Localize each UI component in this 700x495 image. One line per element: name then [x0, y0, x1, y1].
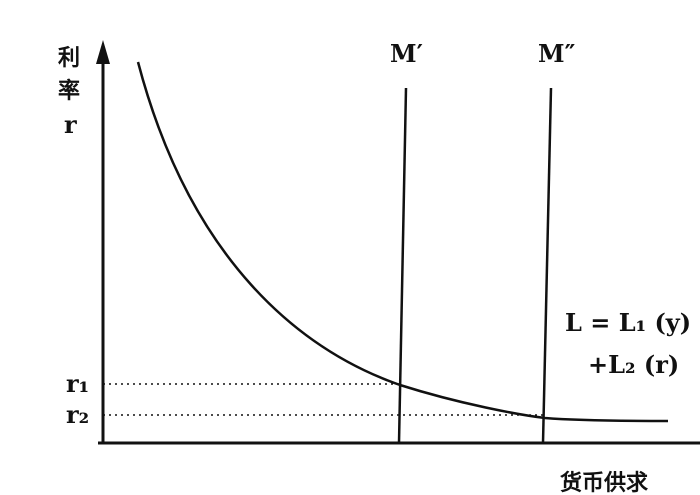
- rate-label-r1: r₁: [66, 369, 89, 398]
- money-supply-line-m2: [541, 87, 553, 444]
- demand-equation-line1: L = L₁ (y): [565, 308, 691, 337]
- money-supply-label-m2: M″: [538, 39, 576, 68]
- y-axis-label-line1: 利: [58, 45, 80, 71]
- y-axis-arrow-icon: [96, 40, 110, 64]
- money-supply-line-m1: [397, 87, 408, 444]
- y-axis-label-symbol: r: [64, 110, 77, 139]
- rate-label-r2: r₂: [66, 400, 89, 429]
- x-axis-label: 货币供求: [560, 470, 648, 495]
- money-demand-curve: [136, 61, 669, 423]
- y-axis-label-line2: 率: [58, 78, 80, 104]
- money-supply-label-m1: M′: [390, 39, 423, 68]
- demand-equation-line2: +L₂ (r): [588, 350, 679, 379]
